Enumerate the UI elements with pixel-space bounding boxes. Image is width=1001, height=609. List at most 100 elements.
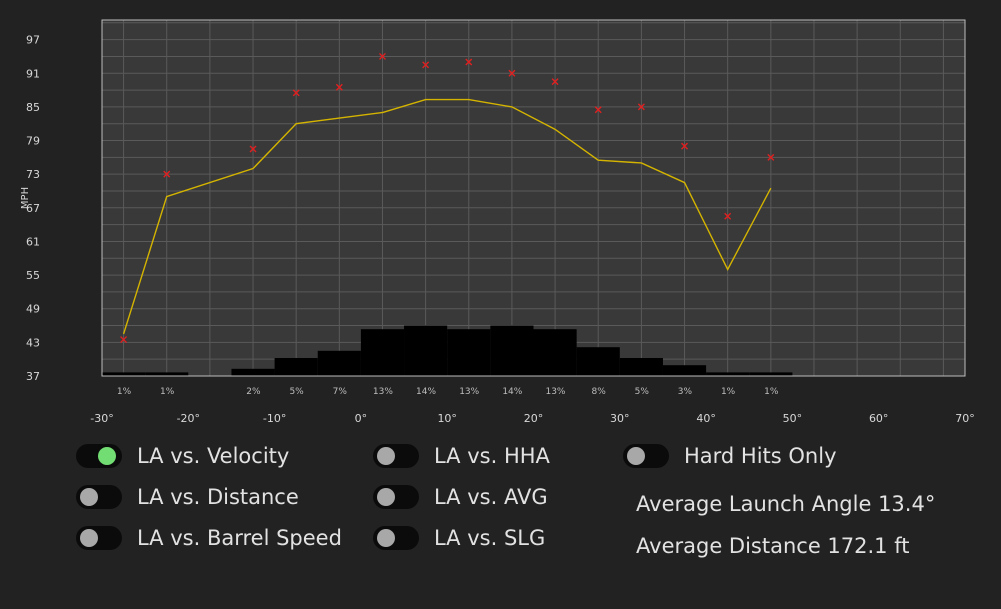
toggle-switch[interactable] <box>76 485 122 509</box>
scatter-point <box>681 142 689 150</box>
scatter-point <box>724 212 732 220</box>
x-tick-label: 40° <box>696 412 716 425</box>
toggle-label: LA vs. AVG <box>434 485 548 509</box>
scatter-point <box>120 336 128 344</box>
toggle-knob <box>98 447 116 465</box>
histogram-percent-label: 1% <box>117 387 132 397</box>
histogram-percent-label: 14% <box>416 387 436 397</box>
histogram-percent-label: 5% <box>635 387 650 397</box>
histogram-percent-label: 8% <box>592 387 607 397</box>
toggle-la-hha[interactable]: LA vs. HHA <box>373 444 550 468</box>
x-tick-label: 10° <box>437 412 457 425</box>
histogram-percent-label: 13% <box>459 387 479 397</box>
toggle-switch[interactable] <box>623 444 669 468</box>
x-tick-label: 60° <box>869 412 889 425</box>
histogram-bar <box>231 368 275 376</box>
toggle-label: LA vs. Velocity <box>137 444 290 468</box>
histogram-percent-label: 13% <box>545 387 565 397</box>
x-tick-label: 20° <box>524 412 544 425</box>
toggle-la-avg[interactable]: LA vs. AVG <box>373 485 548 509</box>
toggle-knob <box>377 447 395 465</box>
toggle-switch[interactable] <box>373 444 419 468</box>
histogram-percent-label: 7% <box>333 387 348 397</box>
toggle-hard-hits-only[interactable]: Hard Hits Only <box>623 444 837 468</box>
toggle-la-barrel-speed[interactable]: LA vs. Barrel Speed <box>76 526 342 550</box>
histogram-bar <box>490 325 534 376</box>
histogram-bar <box>576 347 620 376</box>
y-tick-label: 67 <box>26 202 40 215</box>
la-velocity-chart: 37 43 49 55 61 67 73 79 85 91 97 MPH 1% 1% 2% 5% 7% 13% 14… <box>20 19 975 425</box>
x-tick-label: -30° <box>90 412 113 425</box>
x-tick-label: -20° <box>177 412 200 425</box>
x-tick-label: -10° <box>263 412 286 425</box>
y-tick-label: 61 <box>26 235 40 248</box>
histogram-bar <box>317 350 361 376</box>
x-tick-label: 0° <box>355 412 368 425</box>
scatter-point <box>378 52 386 60</box>
histogram-percent-label: 1% <box>764 387 779 397</box>
histogram-bar <box>619 358 663 376</box>
scatter-point <box>465 58 473 66</box>
toggle-knob <box>377 488 395 506</box>
scatter-point <box>508 69 516 77</box>
scatter-point <box>249 145 257 153</box>
chart-svg: 37 43 49 55 61 67 73 79 85 91 97 MPH 1% 1% 2% 5% 7% 13% 14… <box>20 19 975 425</box>
x-tick-label: 70° <box>955 412 975 425</box>
histogram-bar <box>749 372 793 376</box>
scatter-point <box>335 83 343 91</box>
histogram-percent-label: 1% <box>160 387 175 397</box>
scatter-point <box>422 61 430 69</box>
histogram-percent-label: 2% <box>246 387 261 397</box>
toggle-label: LA vs. SLG <box>434 526 546 550</box>
y-tick-label: 37 <box>26 370 40 383</box>
toggle-la-distance[interactable]: LA vs. Distance <box>76 485 299 509</box>
scatter-point <box>292 89 300 97</box>
y-tick-label: 49 <box>26 303 40 316</box>
toggle-knob <box>627 447 645 465</box>
toggle-la-velocity[interactable]: LA vs. Velocity <box>76 444 289 468</box>
y-tick-label: 73 <box>26 168 40 181</box>
histogram-bar <box>447 329 491 376</box>
toggle-label: Hard Hits Only <box>684 444 837 468</box>
histogram-bar <box>274 358 318 376</box>
x-tick-label: 50° <box>783 412 803 425</box>
plot-border <box>101 19 966 377</box>
y-tick-label: 55 <box>26 269 40 282</box>
histogram-percent-label: 14% <box>502 387 522 397</box>
y-tick-label: 43 <box>26 336 40 349</box>
plot-area <box>102 20 965 376</box>
toggle-la-slg[interactable]: LA vs. SLG <box>373 526 545 550</box>
toggle-knob <box>377 529 395 547</box>
y-tick-label: 79 <box>26 135 40 148</box>
histogram-percent-label: 1% <box>721 387 736 397</box>
histogram-percent-label: 3% <box>678 387 693 397</box>
y-tick-label: 85 <box>26 101 40 114</box>
toggle-switch[interactable] <box>76 526 122 550</box>
toggle-label: LA vs. Distance <box>137 485 299 509</box>
histogram-bar <box>145 372 189 376</box>
x-tick-label: 30° <box>610 412 630 425</box>
y-tick-label: 97 <box>26 34 40 47</box>
histogram-percent-label: 5% <box>289 387 304 397</box>
histogram-bar <box>533 329 577 376</box>
toggle-switch[interactable] <box>373 526 419 550</box>
scatter-point <box>637 103 645 111</box>
series-line-average-velocity <box>122 98 772 335</box>
toggle-label: LA vs. Barrel Speed <box>137 526 342 550</box>
toggle-knob <box>80 488 98 506</box>
y-axis-label: MPH <box>20 187 31 209</box>
toggle-switch[interactable] <box>76 444 122 468</box>
toggle-knob <box>80 529 98 547</box>
average-launch-angle: Average Launch Angle 13.4° <box>636 492 936 516</box>
scatter-point <box>767 153 775 161</box>
toggle-switch[interactable] <box>373 485 419 509</box>
histogram-bar <box>706 372 750 376</box>
y-tick-label: 91 <box>26 67 40 80</box>
histogram-bar <box>662 365 707 376</box>
histogram-bar <box>102 372 146 376</box>
scatter-point <box>594 106 602 114</box>
histogram-bar <box>404 325 448 376</box>
scatter-point <box>163 170 171 178</box>
histogram-bar <box>360 329 405 376</box>
toggle-label: LA vs. HHA <box>434 444 550 468</box>
